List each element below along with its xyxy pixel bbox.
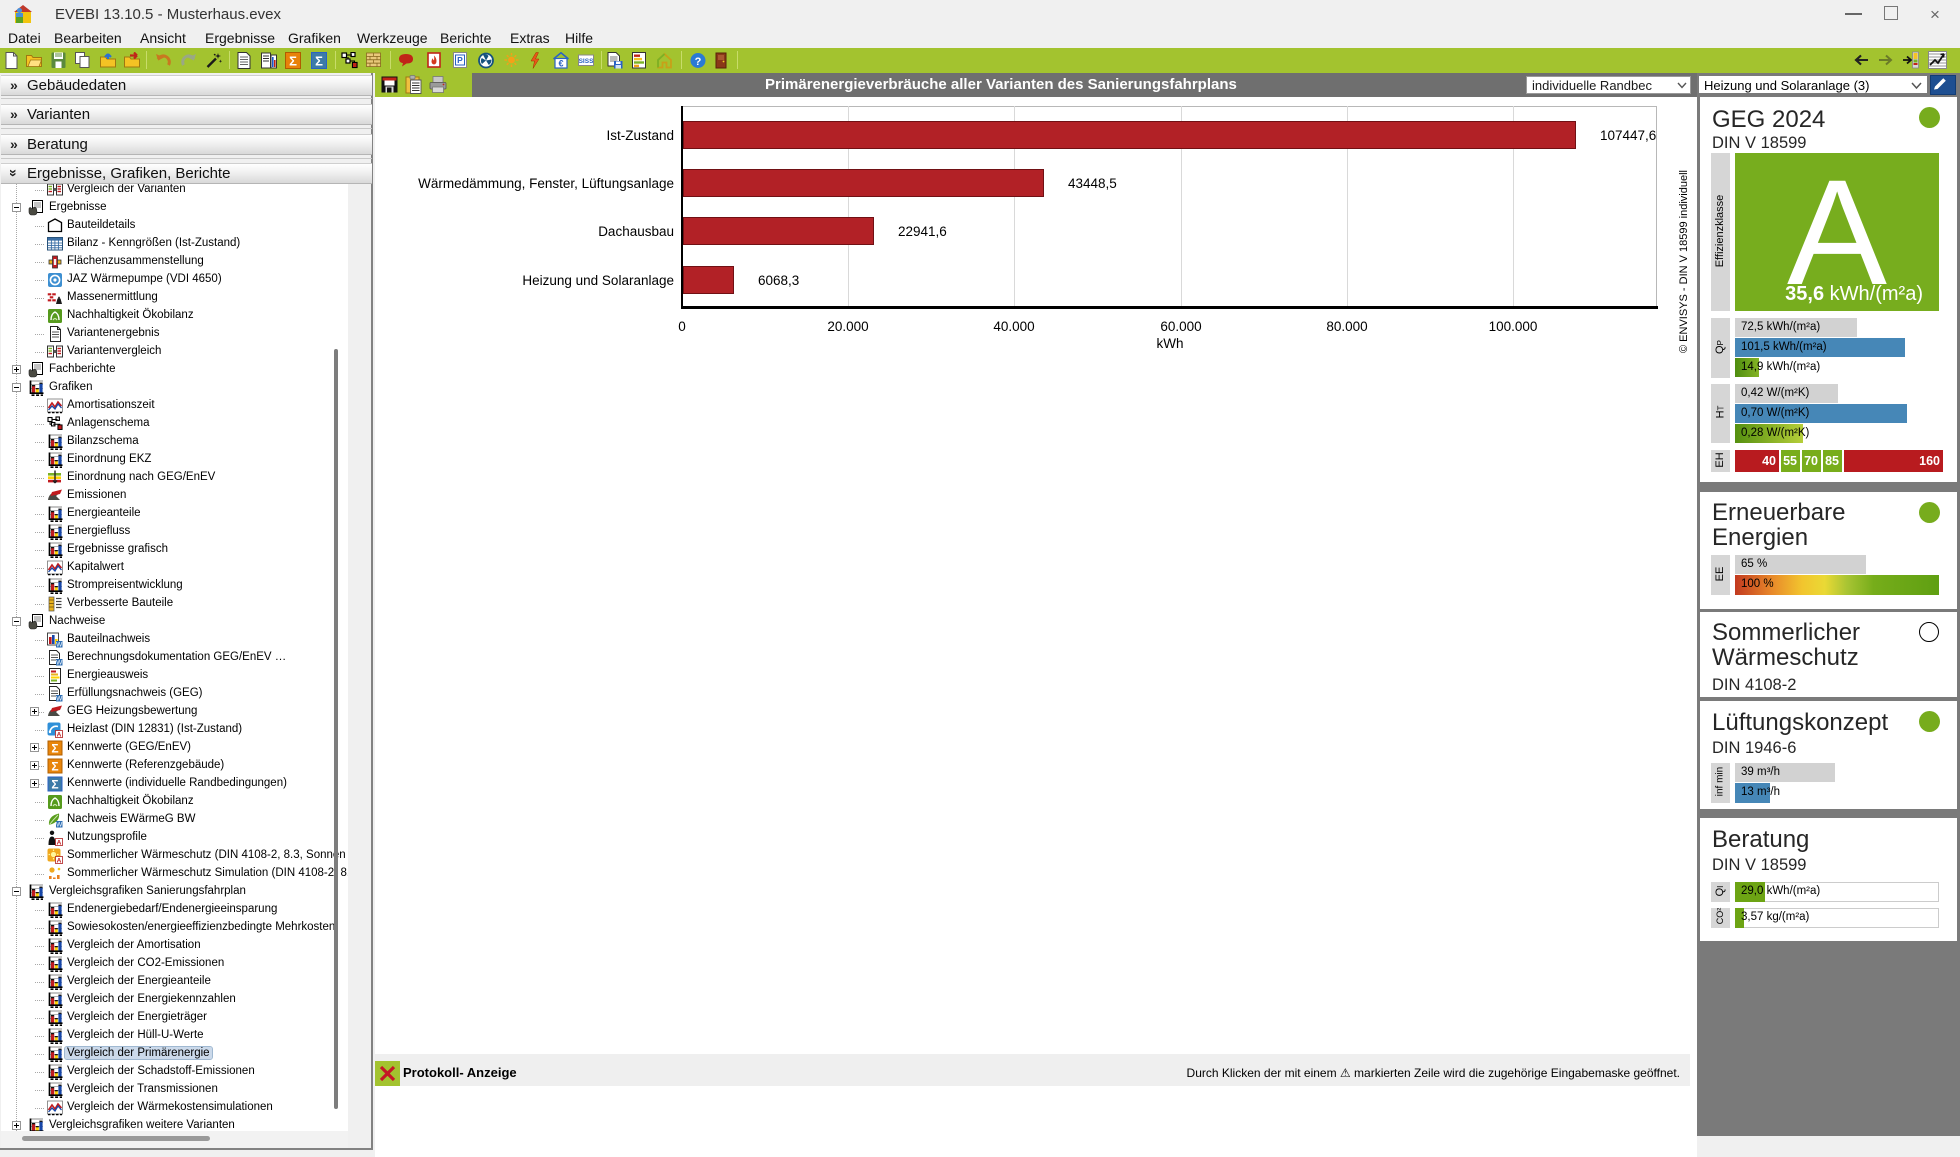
svg-text:€: € [558,59,563,69]
svg-text:P: P [457,55,463,65]
svg-text:?: ? [695,56,702,68]
svg-text:SISS: SISS [579,58,594,65]
svg-text:Σ: Σ [289,54,297,69]
svg-text:Σ: Σ [315,54,323,69]
